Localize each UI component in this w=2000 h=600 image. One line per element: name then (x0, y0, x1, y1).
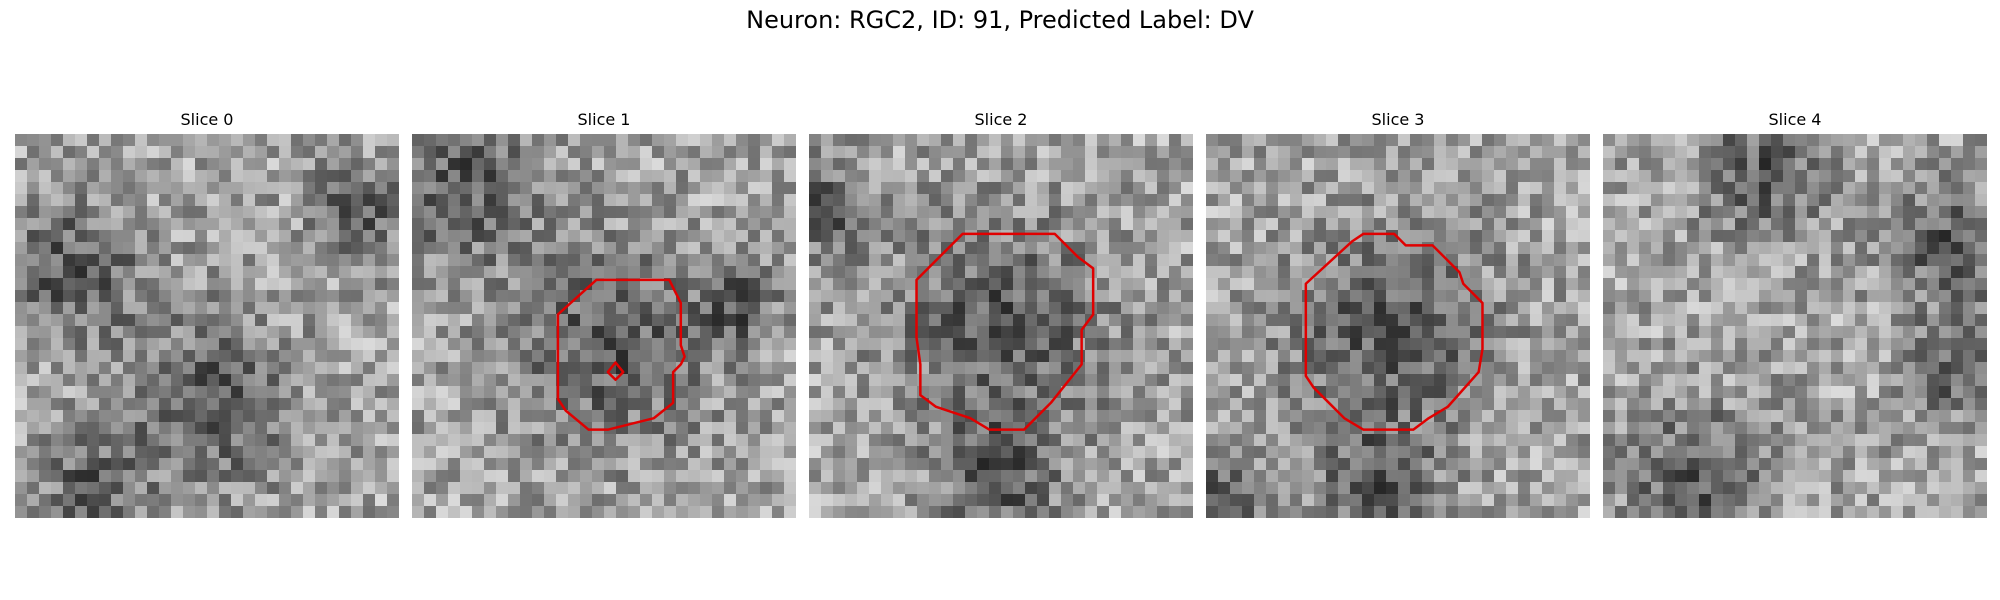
slice-image (809, 134, 1193, 518)
slice-image (15, 134, 399, 518)
slice-title: Slice 3 (1371, 110, 1425, 129)
slice-image (1206, 134, 1590, 518)
slice-title: Slice 0 (180, 110, 234, 129)
slice-title: Slice 2 (974, 110, 1028, 129)
slice-image (1603, 134, 1987, 518)
slice-title: Slice 4 (1768, 110, 1822, 129)
contour-outline (1304, 232, 1484, 431)
contour-outline (606, 361, 625, 382)
contour-outline (915, 232, 1095, 431)
slice-image (412, 134, 796, 518)
contour-outline (556, 278, 686, 431)
figure-title: Neuron: RGC2, ID: 91, Predicted Label: D… (746, 6, 1254, 34)
slice-title: Slice 1 (577, 110, 631, 129)
